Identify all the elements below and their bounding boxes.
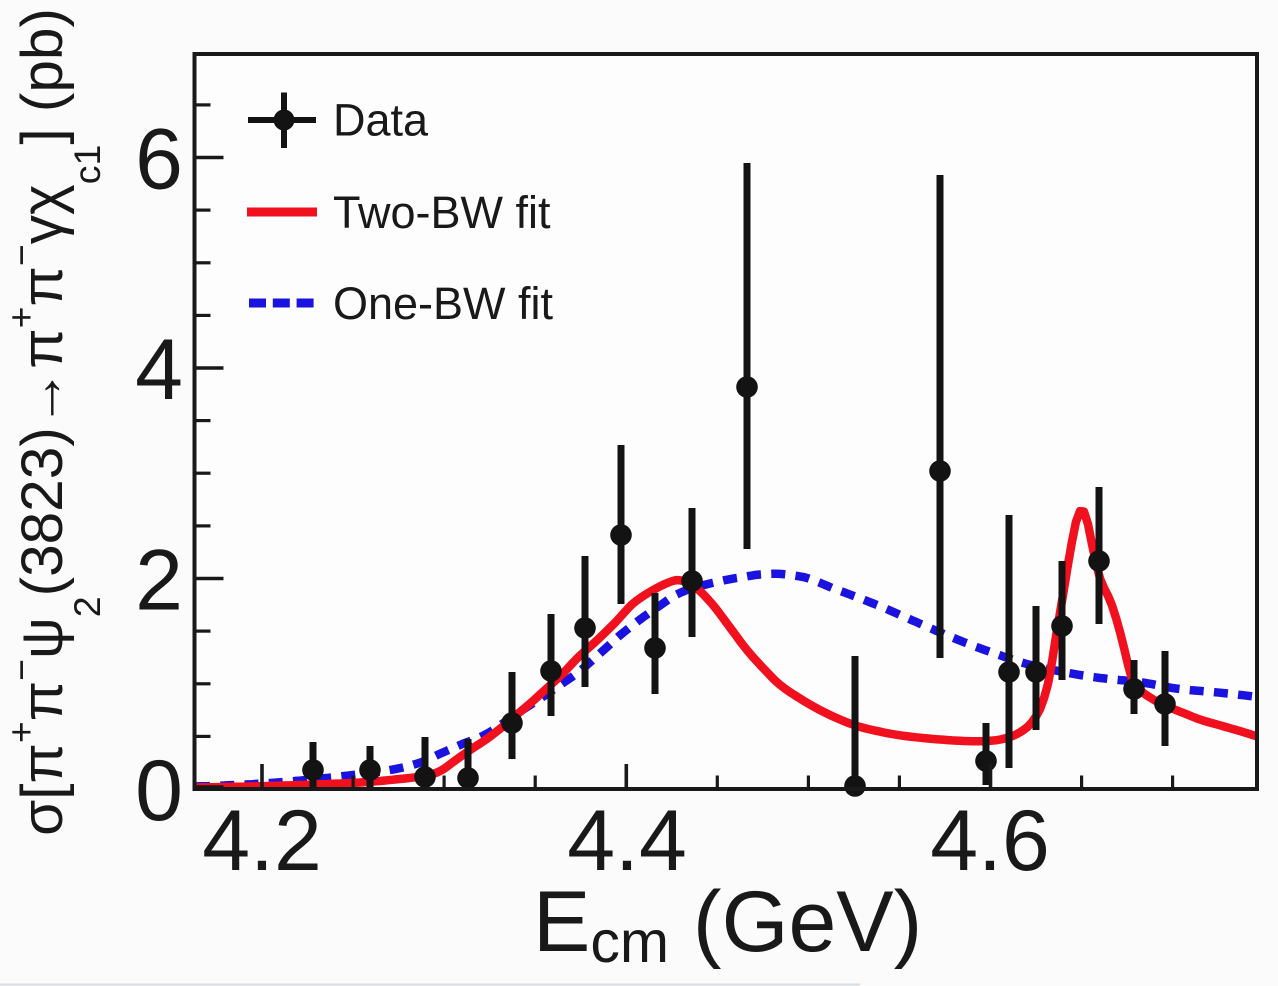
svg-text:One-BW fit: One-BW fit xyxy=(333,278,554,329)
svg-text:2: 2 xyxy=(135,533,183,629)
svg-text:Two-BW fit: Two-BW fit xyxy=(333,187,551,238)
svg-text:4.2: 4.2 xyxy=(202,793,322,889)
svg-text:6: 6 xyxy=(135,112,183,208)
svg-text:4.6: 4.6 xyxy=(930,793,1050,889)
svg-text:4: 4 xyxy=(135,322,183,418)
svg-text:4.4: 4.4 xyxy=(567,793,687,889)
svg-text:0: 0 xyxy=(135,743,183,839)
svg-text:Data: Data xyxy=(333,95,429,146)
